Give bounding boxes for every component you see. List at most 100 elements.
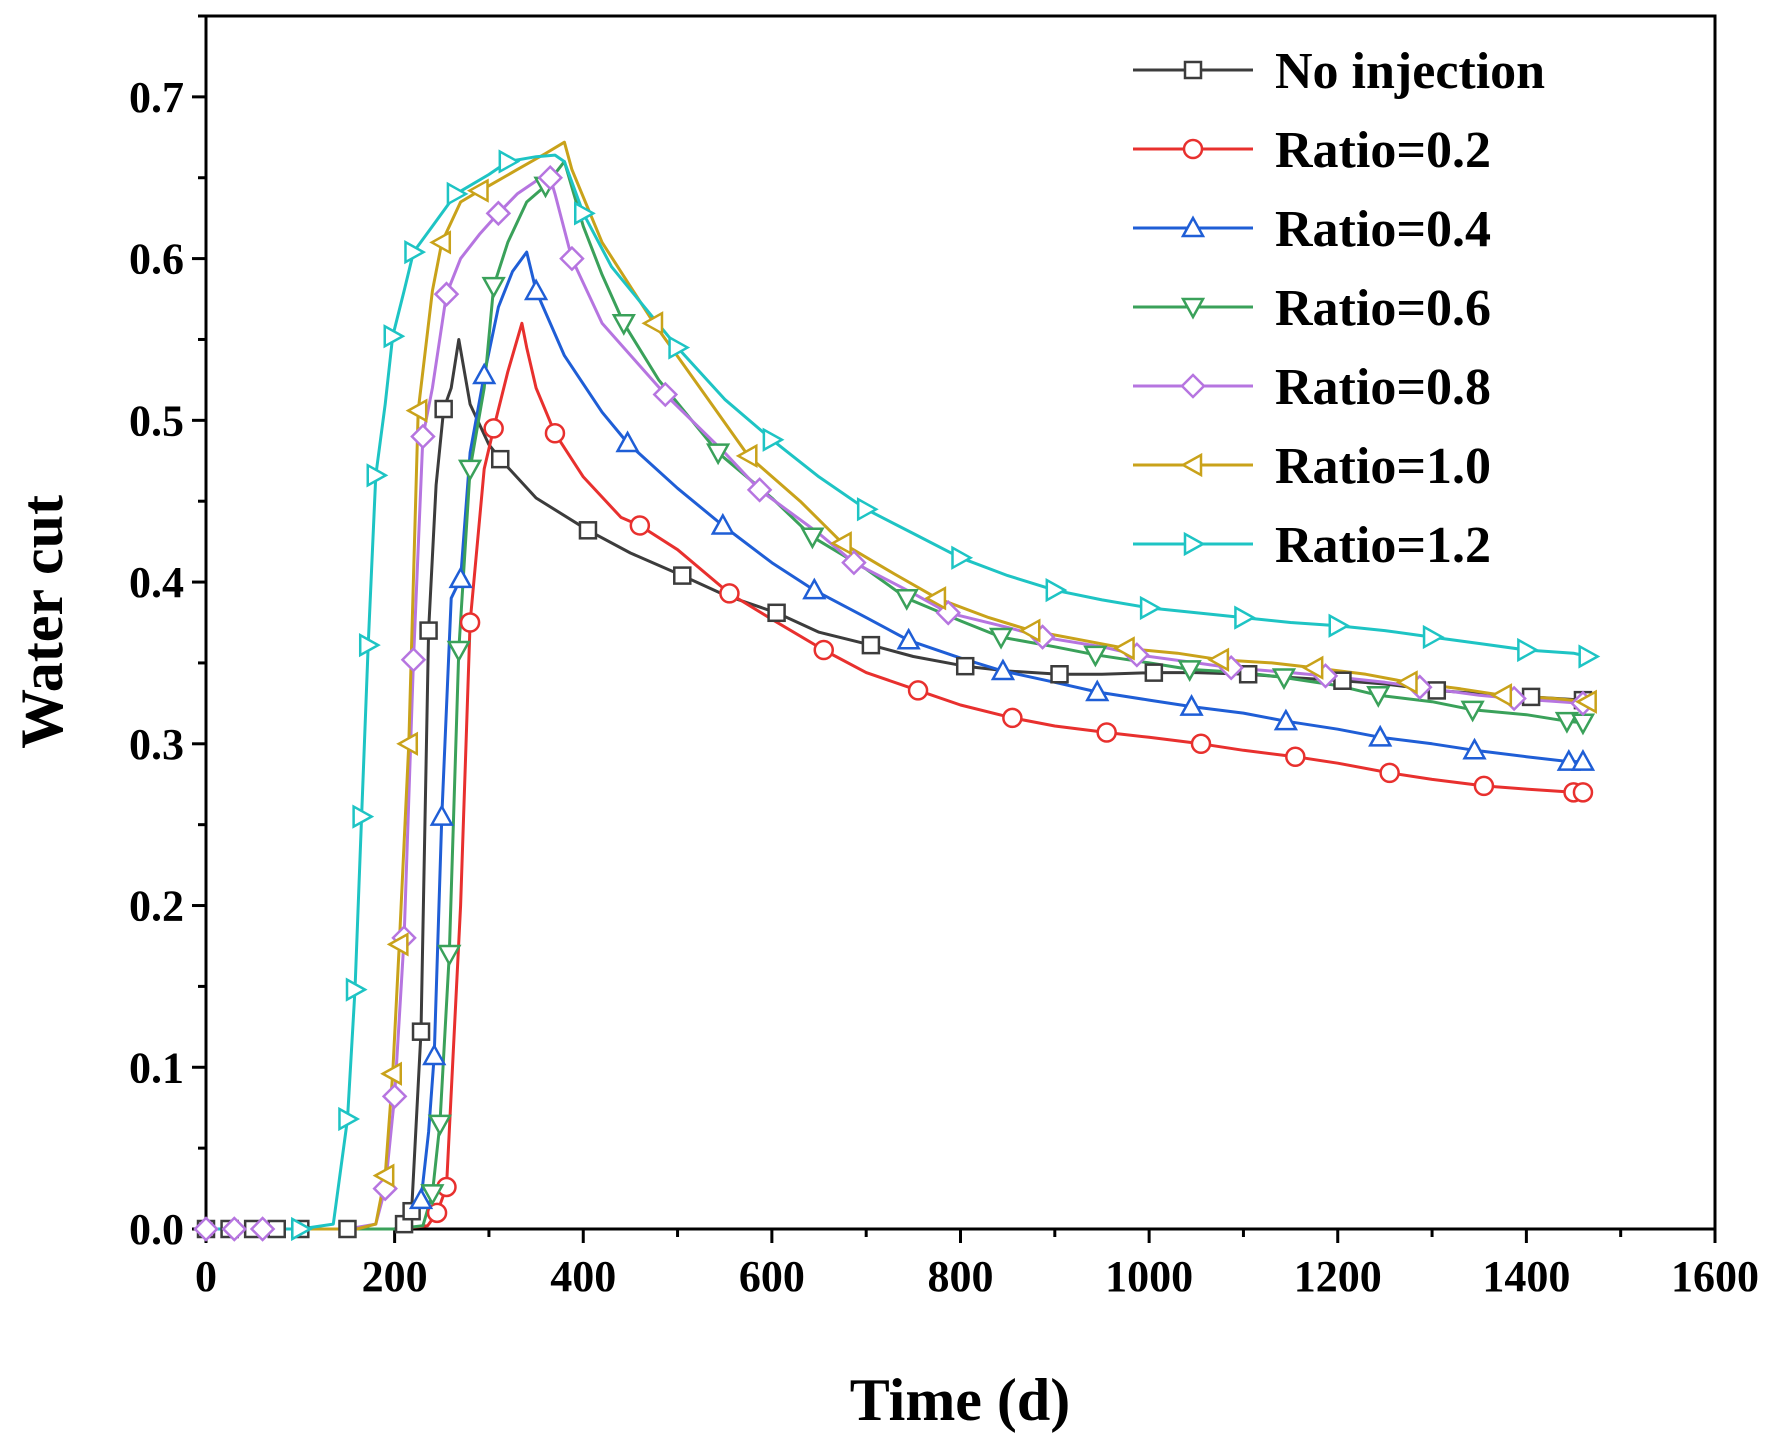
data-point-marker [1575,689,1597,714]
series-line-5 [206,140,1588,1231]
legend-marker [1180,373,1206,399]
y-tick-label: 0.4 [129,558,184,607]
data-point-marker [338,1106,361,1132]
data-point-marker [641,311,664,336]
data-point-marker [408,1187,434,1210]
data-point-marker [802,577,827,600]
x-tick-label: 400 [550,1252,616,1301]
legend-label: Ratio=0.8 [1275,359,1491,416]
data-point-marker [767,603,786,623]
legend: No injection Ratio=0.2 Ratio=0.4 Ratio=0.6 R… [1133,43,1545,574]
data-point-marker [615,430,640,453]
data-point-marker [459,612,481,633]
data-point-marker [410,423,436,450]
legend-marker [1182,138,1204,160]
data-point-marker [762,427,785,452]
data-point-marker [1368,724,1393,747]
x-tick-label: 200 [362,1252,428,1301]
data-point-marker [924,586,947,611]
data-point-marker [1366,686,1391,708]
data-point-marker [466,178,489,203]
y-tick-label: 0.2 [129,882,184,931]
data-point-marker [1572,782,1594,803]
data-point-marker [1018,618,1041,643]
data-point-marker [352,804,375,829]
data-point-marker [629,515,651,536]
data-point-marker [841,549,867,576]
data-point-marker [1271,668,1297,691]
data-point-marker [457,459,483,482]
x-axis-title: Time (d) [850,1367,1071,1433]
legend-label: Ratio=0.2 [1275,122,1491,179]
data-point-marker [856,497,879,522]
data-point-marker [1473,775,1495,797]
data-point-marker [405,398,428,423]
x-tick-label: 1400 [1482,1252,1570,1301]
data-point-marker [1112,636,1135,661]
data-point-marker [400,646,427,673]
data-point-marker [537,164,564,191]
legend-marker [1183,60,1203,80]
legend-marker [1180,297,1206,320]
data-point-marker [800,527,825,550]
data-point-marker [668,335,691,360]
legend-marker [1180,215,1206,238]
data-point-marker [574,201,596,226]
data-point-marker [523,278,549,301]
data-point-marker [705,443,731,466]
legend-label: Ratio=0.6 [1275,280,1491,337]
data-point-marker [358,633,381,658]
data-point-marker [1395,670,1418,695]
data-point-marker [559,245,585,272]
data-point-marker [433,281,460,307]
data-point-marker [735,443,758,469]
data-point-marker [338,1219,357,1239]
data-point-marker [951,545,974,570]
data-point-marker [1179,694,1204,716]
data-point-marker [894,588,919,611]
data-point-marker [746,477,773,503]
data-point-marker [429,230,452,255]
data-point-marker [1002,707,1023,729]
data-point-marker [1328,613,1351,638]
data-point-marker [1521,687,1541,707]
data-point-marker [380,1061,402,1086]
data-point-marker [1234,605,1257,630]
data-point-marker [578,521,598,540]
data-point-marker [491,449,510,469]
data-point-marker [481,276,506,299]
data-point-marker [419,621,438,640]
data-point-marker [221,1216,248,1242]
data-point-marker [719,583,740,604]
x-tick-label: 800 [928,1252,994,1301]
data-point-marker [1556,749,1581,771]
data-point-marker [1427,681,1447,700]
data-point-marker [372,1163,395,1188]
data-point-marker [611,314,636,336]
data-point-marker [1083,645,1108,668]
y-axis-title: Water cut [9,495,75,749]
data-point-marker [1238,665,1258,684]
legend-label: Ratio=1.0 [1275,438,1491,495]
data-point-marker [1045,578,1068,603]
legend-label: No injection [1275,43,1545,100]
data-point-marker [1085,679,1110,702]
data-point-marker [1570,749,1596,771]
data-point-marker [544,423,566,444]
data-point-marker [386,932,409,957]
legend-label: Ratio=1.2 [1275,517,1491,574]
data-point-marker [483,418,504,439]
data-point-marker [411,1022,431,1041]
data-point-marker [1490,683,1513,708]
y-tick-label: 0.0 [129,1205,184,1254]
data-point-marker [446,640,471,663]
data-point-marker [896,627,921,650]
data-point-marker [1333,671,1352,690]
data-point-marker [652,381,679,408]
data-point-marker [673,566,692,585]
y-tick-label: 0.7 [129,73,184,122]
y-tick-label: 0.6 [129,235,184,284]
data-point-marker [861,635,881,655]
series-line-6 [206,153,1589,1231]
legend-marker [1180,452,1203,478]
